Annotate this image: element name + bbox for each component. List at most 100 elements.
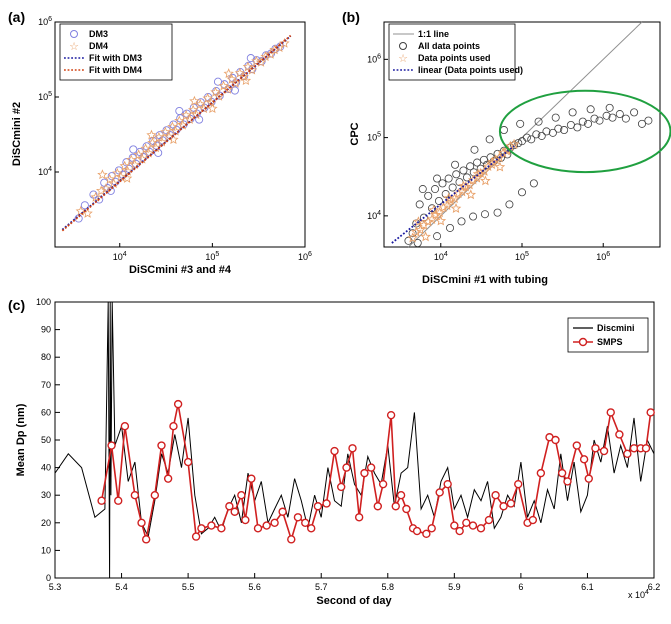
panel-c-chart: 5.3 5.4 5.5 5.6 5.7 5.8 5.9 6 6.1 6.2 0 10 20 30 40 50 6… [15,297,660,607]
y-tick-label: 20 [41,518,51,528]
dm4-point [174,115,185,126]
dm4-point [255,56,267,67]
legend-used-points-label: Data points used [418,53,491,63]
all-data-point [434,196,443,205]
all-data-point [444,174,453,183]
dm4-point [75,205,86,216]
legend-all-points-label: All data points [418,41,480,51]
y-tick-label: 106 [367,53,381,64]
used-data-point [414,224,426,235]
all-data-point [554,124,563,133]
smps-point [563,477,572,486]
all-data-point [493,208,502,217]
smps-point [293,513,303,522]
smps-point [629,444,639,453]
dm3-point [175,106,184,116]
dm4-point [222,84,234,94]
smps-point [169,422,178,431]
used-data-point [487,156,498,167]
smps-point [551,435,560,445]
panel-c-legend: Discmini SMPS [567,317,649,353]
dm4-point [240,75,252,86]
dm4-point [133,149,144,160]
dm4-point [251,55,262,66]
smps-point [230,507,239,516]
all-data-point [518,188,527,197]
smps-point [468,521,478,530]
smps-point [396,491,406,500]
smps-point [253,524,263,533]
all-data-point [505,200,514,209]
all-data-point [433,174,442,183]
smps-point [330,446,339,456]
used-data-point [445,194,457,205]
used-data-point [441,200,453,211]
smps-point [528,515,538,525]
smps-point [623,449,632,458]
smps-point [514,479,523,489]
x-tick-label: 105 [515,251,529,262]
all-data-point [586,105,595,114]
y-tick-label: 70 [41,380,51,390]
used-data-point [456,186,468,197]
smps-point [120,422,130,431]
panel-a-legend-box [59,23,173,81]
dm4-point [246,64,258,75]
smps-point [270,518,279,527]
dm4-point [226,73,237,84]
all-data-point [457,217,466,226]
y-tick-label: 106 [38,16,52,27]
all-data-point [462,173,471,182]
dm4-point [108,178,119,189]
panel-c-label: (c) [8,297,25,313]
used-data-point [434,207,446,218]
smps-point [207,521,216,530]
all-data-point [537,131,546,140]
all-data-point [448,183,457,192]
x-tick-label: 105 [205,251,219,262]
smps-point [615,430,624,439]
dm4-point [115,171,127,182]
smps-point [141,535,151,544]
dm4-point [230,77,241,88]
all-data-point [534,117,543,126]
smps-point [301,518,310,527]
all-data-point [529,179,538,188]
dm4-point [189,95,200,106]
all-data-point [573,123,582,132]
panel-a-ylabel: DiSCmini #2 [11,102,23,166]
legend-dm3-marker [70,30,78,38]
smps-point [217,524,226,533]
smps-point [599,446,609,456]
smps-point [572,441,581,450]
used-data-point [420,231,431,242]
smps-point [378,479,388,489]
x-tick-label: 5.5 [182,582,195,592]
legend-smps-marker [578,337,588,347]
smps-point [130,491,140,500]
used-data-point [479,165,490,176]
smps-point [506,499,516,508]
smps-point [287,535,296,544]
dm3-point [230,86,239,95]
all-data-point [608,113,617,122]
all-data-point [514,139,523,148]
y-tick-label: 104 [367,210,381,221]
all-data-point [473,158,482,167]
dm4-point [210,86,221,97]
all-data-point [584,119,593,128]
smps-point [584,474,593,483]
smps-point [197,524,206,533]
smps-point [641,444,651,453]
x-tick-label: 6 [518,582,523,592]
panel-a-xlabel: DiSCmini #3 and #4 [129,264,232,276]
all-data-point [415,200,424,209]
panel-a-label: (a) [8,9,25,25]
dm4-point [195,98,206,109]
all-data-point [637,119,646,128]
smps-point [455,526,464,536]
smps-point [484,515,494,525]
legend-fit-dm3-label: Fit with DM3 [89,53,142,63]
dm4-point [223,68,234,79]
all-data-point [431,185,440,194]
